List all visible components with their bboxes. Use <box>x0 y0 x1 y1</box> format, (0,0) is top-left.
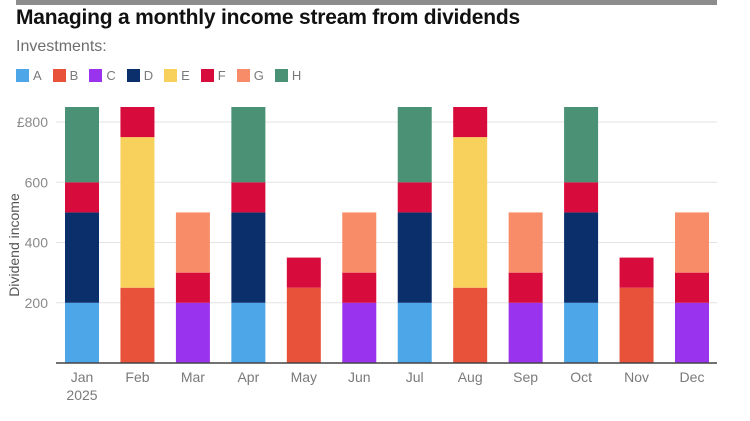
legend-item-e: E <box>164 68 190 83</box>
legend-swatch-e <box>164 69 178 82</box>
x-tick-label-jun: Jun <box>348 369 371 385</box>
bar-jan-d <box>65 212 99 303</box>
bar-jul-h <box>397 107 432 183</box>
legend-label-h: H <box>291 68 302 83</box>
legend-item-c: C <box>89 68 116 83</box>
y-axis-label: Dividend income <box>6 193 22 297</box>
legend-heading: Investments: <box>16 38 107 55</box>
legend-item-a: A <box>16 68 42 83</box>
x-tick-label-dec: Dec <box>680 369 705 385</box>
legend-label-c: C <box>106 68 116 83</box>
y-tick-label-200: 200 <box>25 295 49 311</box>
legend-item-d: D <box>126 68 154 83</box>
bar-may-b <box>286 287 321 363</box>
bar-oct-a <box>564 302 599 363</box>
legend-label-f: F <box>217 68 226 83</box>
legend-swatch-g <box>236 69 250 82</box>
bar-jan-a <box>65 302 99 363</box>
legend-label-d: D <box>143 68 154 83</box>
bar-sep-f <box>508 272 543 303</box>
bar-feb-e <box>120 137 155 288</box>
legend-label-g: G <box>253 68 264 83</box>
legend-item-g: G <box>236 68 264 83</box>
bar-aug-f <box>453 107 488 138</box>
bar-jun-c <box>342 302 377 363</box>
x-tick-label-aug: Aug <box>458 369 483 385</box>
bar-mar-c <box>175 302 210 363</box>
bar-jul-d <box>397 212 432 303</box>
bar-aug-e <box>453 137 488 288</box>
x-tick-label-may: May <box>291 369 317 385</box>
bar-jan-h <box>65 107 99 183</box>
legend-swatch-b <box>52 69 66 82</box>
legend-item-f: F <box>200 68 226 83</box>
bar-apr-d <box>231 212 266 303</box>
bar-jun-g <box>342 212 377 273</box>
y-tick-label-800: £800 <box>17 114 48 130</box>
bar-jul-a <box>397 302 432 363</box>
y-tick-label-600: 600 <box>25 174 49 190</box>
x-tick-label-apr: Apr <box>237 369 259 385</box>
bar-oct-f <box>564 182 599 213</box>
bar-mar-g <box>175 212 210 273</box>
x-tick-label-oct: Oct <box>570 369 592 385</box>
x-tick-sublabel-year: 2025 <box>66 387 97 403</box>
legend-label-e: E <box>181 68 190 83</box>
legend: A B C D E F G H <box>16 68 312 83</box>
bar-dec-c <box>675 302 709 363</box>
x-tick-label-mar: Mar <box>181 369 205 385</box>
bar-jun-f <box>342 272 377 303</box>
bar-jan-f <box>65 182 99 213</box>
bar-mar-f <box>175 272 210 303</box>
bar-sep-c <box>508 302 543 363</box>
legend-item-h: H <box>274 68 302 83</box>
bar-aug-b <box>453 287 488 363</box>
x-tick-label-jul: Jul <box>406 369 424 385</box>
chart-title: Managing a monthly income stream from di… <box>16 6 521 29</box>
legend-swatch-a <box>16 69 29 82</box>
legend-label-b: B <box>69 68 79 83</box>
x-tick-label-jan: Jan <box>71 369 94 385</box>
x-tick-label-sep: Sep <box>513 369 538 385</box>
bar-apr-h <box>231 107 266 183</box>
bar-jul-f <box>397 182 432 213</box>
legend-item-b: B <box>52 68 79 83</box>
bar-apr-a <box>231 302 266 363</box>
bar-may-f <box>286 257 321 288</box>
top-rule <box>16 0 717 5</box>
bar-feb-f <box>120 107 155 138</box>
legend-label-a: A <box>33 68 42 83</box>
bar-sep-g <box>508 212 543 273</box>
legend-swatch-f <box>200 69 214 82</box>
y-tick-label-400: 400 <box>25 235 49 251</box>
bar-dec-f <box>675 272 709 303</box>
bar-dec-g <box>675 212 709 273</box>
bar-apr-f <box>231 182 266 213</box>
bar-feb-b <box>120 287 155 363</box>
bar-oct-d <box>564 212 599 303</box>
x-tick-label-feb: Feb <box>125 369 149 385</box>
legend-swatch-h <box>274 69 288 82</box>
bar-nov-f <box>619 257 654 288</box>
x-tick-label-nov: Nov <box>624 369 649 385</box>
legend-swatch-c <box>89 69 103 82</box>
bar-nov-b <box>619 287 654 363</box>
legend-swatch-d <box>126 69 140 82</box>
bar-oct-h <box>564 107 599 183</box>
